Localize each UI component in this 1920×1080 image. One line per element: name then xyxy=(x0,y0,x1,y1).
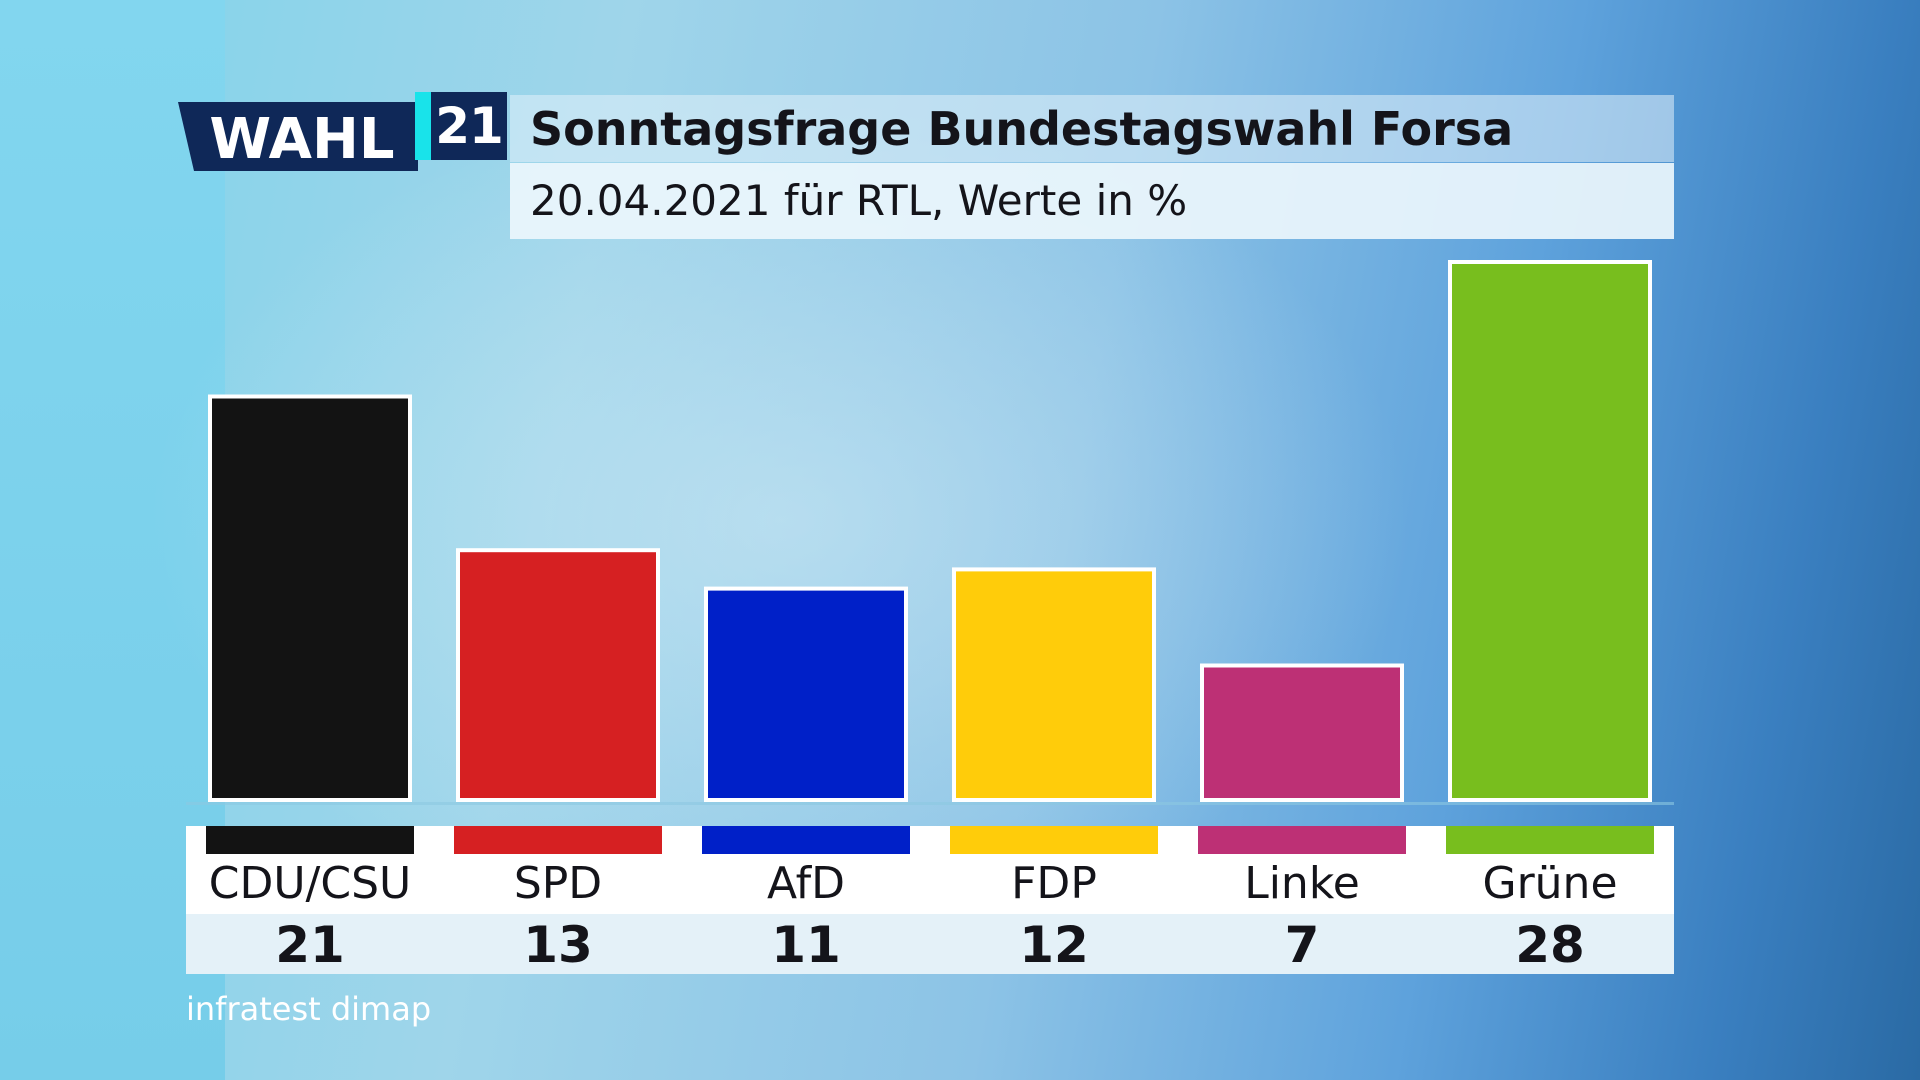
legend-swatch xyxy=(702,826,910,854)
legend-item-afd: AfD 11 xyxy=(702,826,910,974)
legend-item-fdp: FDP 12 xyxy=(950,826,1158,974)
legend-swatch xyxy=(206,826,414,854)
bar-fdp xyxy=(952,567,1156,802)
source-credit: infratest dimap xyxy=(186,990,432,1028)
legend-label: FDP xyxy=(1011,858,1097,909)
bar-chart xyxy=(186,260,1674,805)
legend-value: 11 xyxy=(771,916,841,974)
legend-swatch xyxy=(1198,826,1406,854)
chart-baseline xyxy=(186,802,1674,805)
legend-value: 7 xyxy=(1284,916,1320,974)
legend-label: Linke xyxy=(1244,858,1360,909)
legend-value: 12 xyxy=(1019,916,1089,974)
bar-cdu-csu xyxy=(208,394,412,802)
legend-swatch xyxy=(1446,826,1654,854)
legend-swatch xyxy=(454,826,662,854)
title-bar xyxy=(510,95,1674,162)
chart-subtitle: 20.04.2021 für RTL, Werte in % xyxy=(530,176,1188,225)
bar-gr-ne xyxy=(1448,260,1652,802)
legend-item-linke: Linke 7 xyxy=(1198,826,1406,974)
legend-swatch xyxy=(950,826,1158,854)
legend-value: 21 xyxy=(275,916,345,974)
legend-item-cdu-csu: CDU/CSU 21 xyxy=(206,826,414,974)
bar-spd xyxy=(456,548,660,803)
bar-linke xyxy=(1200,663,1404,802)
legend-value: 13 xyxy=(523,916,593,974)
wahl-year-logo: 21 xyxy=(415,92,507,160)
wahl-logo-text: WAHL xyxy=(209,107,394,171)
bar-afd xyxy=(704,586,908,802)
legend-label: AfD xyxy=(767,858,845,909)
legend-label: CDU/CSU xyxy=(208,858,412,909)
legend-value: 28 xyxy=(1515,916,1585,974)
legend-item-gr-ne: Grüne 28 xyxy=(1446,826,1654,974)
subtitle-bar xyxy=(510,163,1674,239)
legend-item-spd: SPD 13 xyxy=(454,826,662,974)
legend-label: Grüne xyxy=(1482,858,1618,909)
chart-title: Sonntagsfrage Bundestagswahl Forsa xyxy=(530,102,1514,156)
legend-values-band xyxy=(186,914,1674,974)
wahl-logo: WAHL xyxy=(178,102,418,171)
legend-label: SPD xyxy=(513,858,603,909)
